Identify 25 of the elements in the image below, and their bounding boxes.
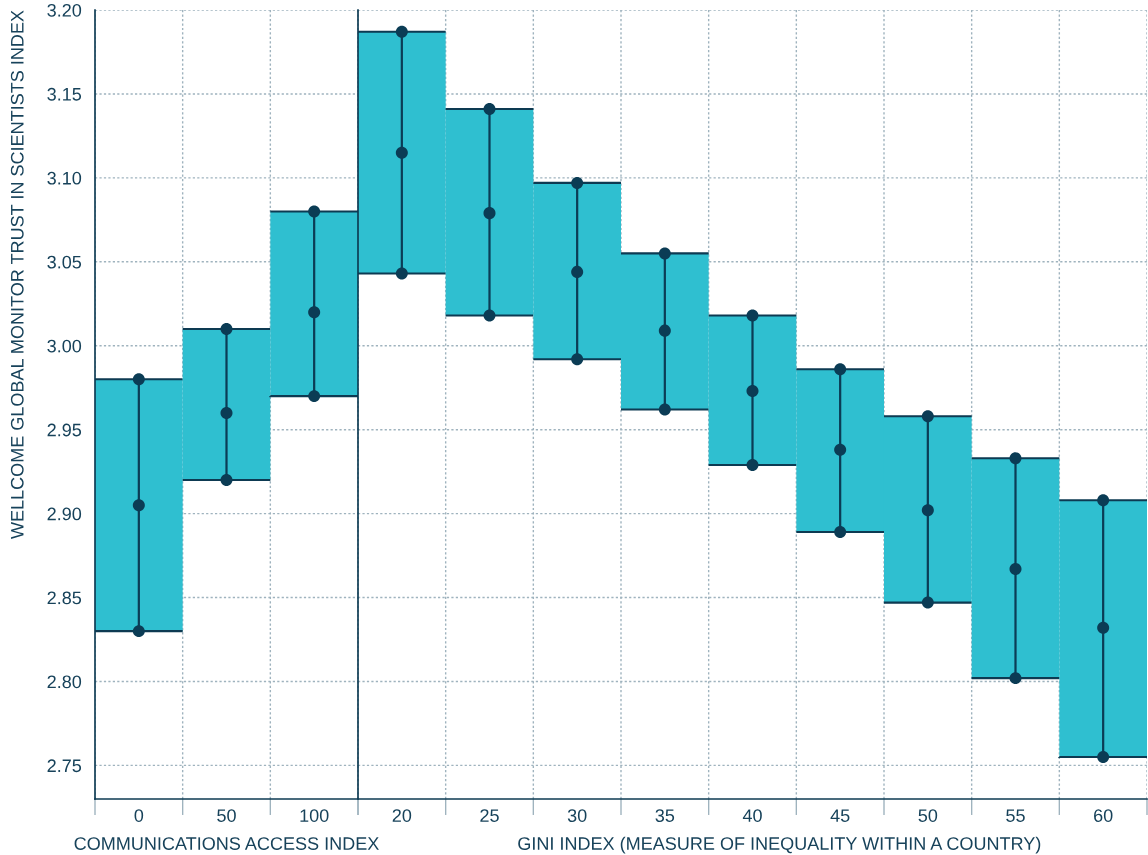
y-tick-label: 3.20 — [47, 3, 82, 17]
x-tick-label: 30 — [567, 809, 587, 822]
x-axis-title: GINI INDEX (MEASURE OF INEQUALITY WITHIN A COUNTRY) — [518, 836, 1041, 854]
x-tick-label: 35 — [655, 809, 675, 822]
x-tick-label: 0 — [134, 809, 144, 822]
x-tick-label: 55 — [1006, 809, 1025, 822]
x-tick-label: 50 — [217, 809, 236, 822]
y-tick-label: 2.85 — [47, 591, 82, 605]
x-axis-title: COMMUNICATIONS ACCESS INDEX — [74, 837, 379, 850]
x-tick-label: 25 — [480, 809, 499, 822]
x-tick-label: 45 — [830, 809, 850, 822]
x-tick-label: 60 — [1094, 809, 1113, 822]
y-tick-label: 2.90 — [47, 507, 82, 521]
y-tick-label: 2.75 — [47, 759, 82, 773]
x-tick-label: 100 — [300, 809, 329, 822]
y-tick-label: 2.80 — [47, 675, 82, 689]
x-tick-label: 20 — [392, 809, 412, 822]
x-tick-label: 50 — [918, 809, 938, 822]
y-tick-label: 3.15 — [47, 87, 82, 101]
x-tick-label: 40 — [742, 809, 762, 822]
y-tick-label: 3.00 — [47, 339, 82, 353]
y-tick-label: 2.95 — [47, 423, 82, 437]
y-tick-label: 3.05 — [47, 255, 82, 269]
y-tick-label: 3.10 — [47, 171, 82, 185]
y-axis-title: WELLCOME GLOBAL MONITOR TRUST IN SCIENTISTS INDEX — [10, 10, 24, 539]
